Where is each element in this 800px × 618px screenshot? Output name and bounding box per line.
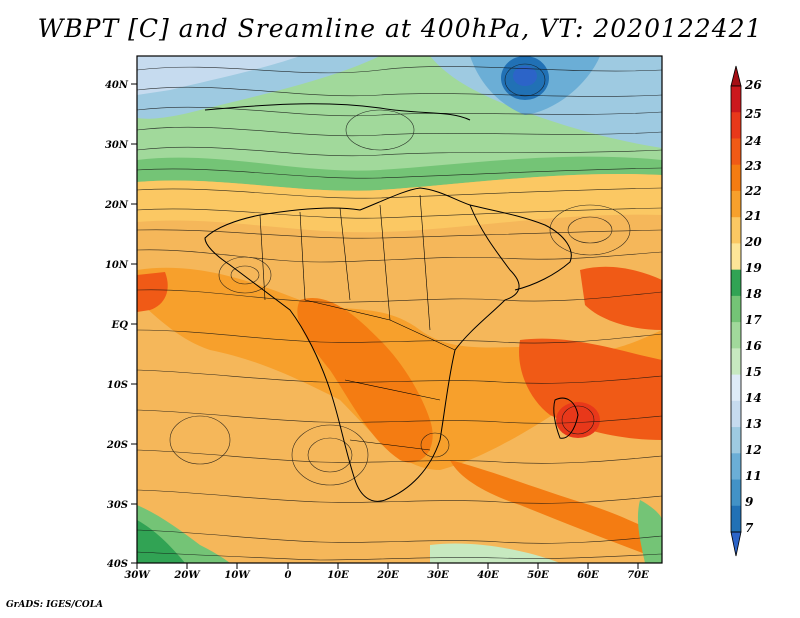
lon-label: 70E bbox=[627, 570, 649, 581]
lat-label: 30N bbox=[105, 140, 129, 151]
lat-label: 40N bbox=[105, 80, 129, 91]
colorbar-label: 14 bbox=[745, 391, 762, 405]
colorbar-swatch bbox=[731, 243, 741, 271]
colorbar-swatch bbox=[731, 112, 741, 139]
colorbar-swatch bbox=[731, 295, 741, 323]
colorbar-swatch bbox=[731, 322, 741, 349]
colorbar: 26 25 24 23 22 21 20 19 18 17 16 15 14 1… bbox=[730, 65, 762, 557]
colorbar-label: 9 bbox=[745, 495, 754, 509]
lon-label: 60E bbox=[577, 570, 599, 581]
lon-label: 30W bbox=[124, 570, 151, 581]
lon-label: 40E bbox=[477, 570, 499, 581]
colorbar-label: 7 bbox=[745, 521, 754, 535]
lat-label: 10S bbox=[107, 380, 128, 391]
colorbar-label: 24 bbox=[744, 134, 762, 148]
lon-label: 20W bbox=[173, 570, 201, 581]
colorbar-label: 20 bbox=[744, 235, 762, 249]
colorbar-label: 15 bbox=[745, 365, 762, 379]
map-panel: 40N 30N 20N 10N EQ 10S 20S 30S 40S 30W 2… bbox=[104, 55, 663, 581]
colorbar-swatch bbox=[731, 374, 741, 402]
colorbar-swatch bbox=[731, 453, 741, 481]
chart-title: WBPT [C] and Sreamline at 400hPa, VT: 20… bbox=[37, 14, 763, 43]
colorbar-top-triangle bbox=[730, 65, 742, 87]
lat-label: EQ bbox=[111, 320, 129, 331]
colorbar-swatch bbox=[731, 479, 741, 507]
colorbar-swatch bbox=[731, 164, 741, 192]
lon-label: 0 bbox=[285, 570, 292, 581]
colorbar-label: 19 bbox=[745, 261, 762, 275]
colorbar-swatch bbox=[731, 348, 741, 376]
lat-label: 10N bbox=[105, 260, 129, 271]
lon-label: 30E bbox=[427, 570, 449, 581]
credit-text: GrADS: IGES/COLA bbox=[6, 600, 104, 610]
colorbar-bottom-triangle bbox=[730, 531, 742, 557]
colorbar-label: 22 bbox=[744, 184, 762, 198]
lat-label: 20S bbox=[106, 440, 128, 451]
colorbar-swatch bbox=[731, 505, 741, 533]
colorbar-swatch bbox=[731, 217, 741, 244]
colorbar-swatch bbox=[731, 190, 741, 218]
lon-label: 10W bbox=[224, 570, 251, 581]
colorbar-label: 21 bbox=[744, 209, 762, 223]
colorbar-swatch bbox=[731, 86, 741, 113]
lon-label: 10E bbox=[327, 570, 349, 581]
colorbar-swatch bbox=[731, 269, 741, 297]
colorbar-swatch bbox=[731, 400, 741, 428]
colorbar-swatch bbox=[731, 427, 741, 454]
colorbar-label: 25 bbox=[744, 107, 762, 121]
colorbar-label: 26 bbox=[744, 78, 762, 92]
colorbar-label: 16 bbox=[745, 339, 762, 353]
colorbar-label: 12 bbox=[745, 443, 762, 457]
lat-label: 40S bbox=[107, 559, 128, 570]
colorbar-label: 11 bbox=[745, 469, 762, 483]
lat-label: 20N bbox=[104, 200, 129, 211]
lon-label: 20E bbox=[376, 570, 399, 581]
map-field bbox=[137, 56, 662, 563]
colorbar-swatch bbox=[731, 138, 741, 166]
colorbar-label: 18 bbox=[745, 287, 762, 301]
colorbar-swatches bbox=[731, 86, 741, 533]
lon-label: 50E bbox=[527, 570, 549, 581]
colorbar-label: 17 bbox=[745, 313, 762, 327]
lat-axis: 40N 30N 20N 10N EQ 10S 20S 30S 40S bbox=[104, 80, 137, 570]
lon-axis: 30W 20W 10W 0 10E 20E 30E 40E 50E 60E 70… bbox=[124, 563, 649, 581]
lat-label: 30S bbox=[107, 500, 128, 511]
colorbar-labels: 26 25 24 23 22 21 20 19 18 17 16 15 14 1… bbox=[744, 78, 762, 535]
colorbar-label: 23 bbox=[744, 159, 762, 173]
colorbar-label: 13 bbox=[745, 417, 762, 431]
